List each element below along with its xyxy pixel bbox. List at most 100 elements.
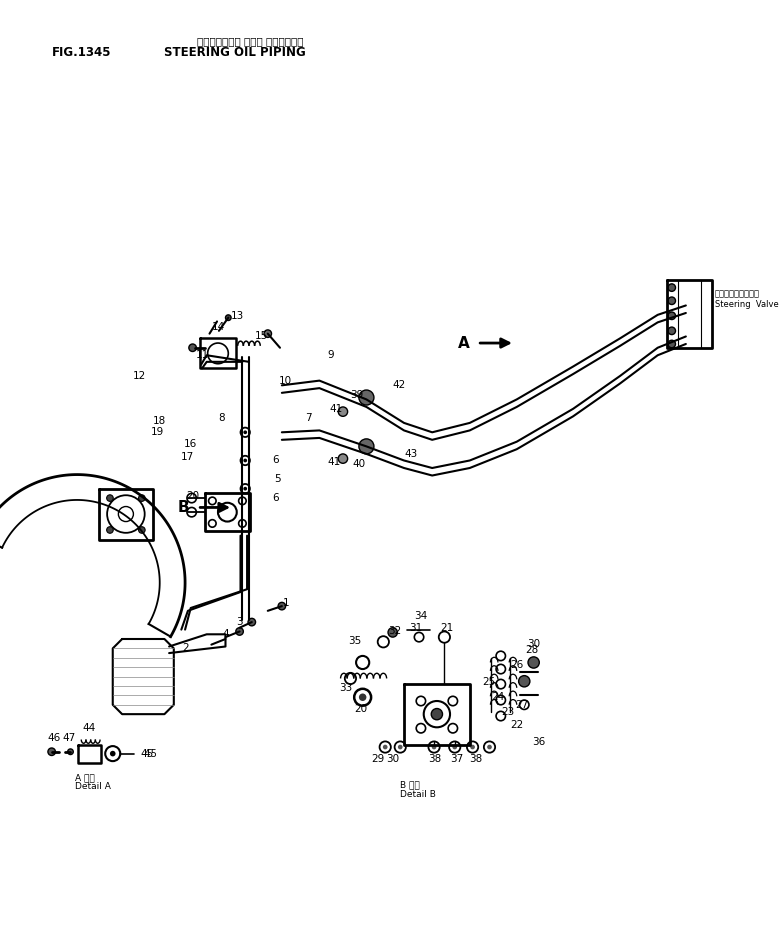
Text: ステアリング゛ オイル パイピング゛: ステアリング゛ オイル パイピング゛ [197, 37, 303, 47]
Text: 47: 47 [62, 733, 75, 742]
Text: 24: 24 [491, 693, 505, 702]
Text: 30: 30 [527, 638, 541, 649]
Circle shape [139, 495, 145, 502]
Text: 43: 43 [405, 449, 418, 459]
Text: 30: 30 [386, 754, 399, 765]
Circle shape [431, 709, 442, 720]
Text: 7: 7 [305, 413, 311, 423]
Text: 11: 11 [195, 350, 208, 360]
Text: 6: 6 [272, 493, 278, 503]
Text: 15: 15 [254, 331, 268, 342]
Circle shape [339, 407, 348, 417]
Circle shape [470, 745, 475, 750]
Circle shape [383, 745, 388, 750]
Text: A: A [459, 335, 470, 351]
Circle shape [388, 628, 398, 637]
Text: 20: 20 [186, 491, 199, 501]
Text: 44: 44 [83, 724, 96, 733]
Circle shape [339, 454, 348, 463]
Text: 31: 31 [410, 622, 423, 633]
Circle shape [243, 487, 247, 490]
Text: 41: 41 [330, 403, 343, 414]
Circle shape [359, 439, 374, 454]
Text: Detail B: Detail B [400, 789, 436, 798]
Circle shape [139, 527, 145, 534]
Text: 22: 22 [510, 721, 523, 730]
Text: ステアリングバルブ: ステアリングバルブ [715, 289, 760, 299]
Circle shape [243, 431, 247, 434]
Text: 12: 12 [133, 371, 146, 381]
Text: 38: 38 [428, 754, 441, 765]
Text: 28: 28 [525, 645, 538, 655]
Circle shape [110, 751, 115, 756]
Text: A 詳細: A 詳細 [75, 773, 95, 782]
Text: 41: 41 [328, 458, 341, 467]
Circle shape [236, 628, 243, 636]
Text: 10: 10 [279, 375, 292, 386]
Text: 20: 20 [354, 705, 367, 714]
Text: 3: 3 [236, 617, 243, 627]
Text: 25: 25 [482, 678, 495, 687]
Text: 4: 4 [222, 629, 229, 639]
Circle shape [668, 284, 675, 291]
Text: 35: 35 [349, 636, 362, 646]
Text: STEERING OIL PIPING: STEERING OIL PIPING [165, 46, 307, 59]
Text: 16: 16 [184, 439, 197, 448]
Text: 19: 19 [151, 428, 165, 437]
Text: 18: 18 [153, 416, 166, 426]
Text: 9: 9 [328, 350, 334, 360]
Text: Detail A: Detail A [75, 782, 111, 791]
Circle shape [528, 657, 539, 668]
Text: 1: 1 [283, 598, 290, 608]
Text: FIG.1345: FIG.1345 [51, 46, 112, 59]
Text: 38: 38 [469, 754, 482, 765]
Text: 39: 39 [350, 389, 363, 400]
Circle shape [278, 603, 285, 610]
Circle shape [488, 745, 492, 750]
Circle shape [668, 312, 675, 319]
Text: 5: 5 [274, 475, 281, 484]
Text: 27: 27 [515, 700, 528, 709]
Circle shape [668, 297, 675, 304]
Circle shape [107, 495, 113, 502]
Circle shape [668, 327, 675, 334]
Circle shape [431, 745, 436, 750]
Text: -45: -45 [142, 749, 158, 758]
Text: 29: 29 [371, 754, 385, 765]
Text: 14: 14 [211, 322, 225, 332]
Circle shape [107, 527, 113, 534]
Text: 34: 34 [414, 610, 427, 621]
Circle shape [48, 748, 55, 755]
Text: 23: 23 [502, 708, 515, 717]
Text: 40: 40 [353, 460, 366, 469]
Circle shape [668, 340, 675, 348]
Circle shape [359, 390, 374, 405]
Circle shape [359, 694, 367, 701]
Text: 36: 36 [532, 738, 545, 747]
Text: 45: 45 [141, 749, 154, 758]
Circle shape [452, 745, 457, 750]
Text: 13: 13 [231, 311, 244, 321]
Text: 42: 42 [392, 380, 406, 390]
Text: 32: 32 [388, 626, 401, 636]
Text: 2: 2 [183, 643, 190, 653]
Circle shape [248, 619, 256, 626]
Text: B: B [177, 500, 189, 515]
Circle shape [225, 314, 231, 320]
Circle shape [68, 749, 73, 754]
Text: 37: 37 [450, 754, 463, 765]
Circle shape [264, 329, 271, 337]
Text: 26: 26 [510, 660, 523, 670]
Text: 17: 17 [181, 452, 194, 461]
Circle shape [519, 676, 530, 687]
Circle shape [243, 459, 247, 462]
Text: B 詳細: B 詳細 [400, 780, 420, 789]
Text: 33: 33 [339, 683, 353, 693]
Text: Steering  Valve: Steering Valve [715, 300, 778, 309]
Text: 6: 6 [272, 456, 278, 465]
Circle shape [398, 745, 402, 750]
Text: 21: 21 [441, 622, 454, 633]
Text: 8: 8 [218, 413, 225, 423]
Circle shape [189, 344, 197, 352]
Text: 46: 46 [48, 733, 61, 742]
